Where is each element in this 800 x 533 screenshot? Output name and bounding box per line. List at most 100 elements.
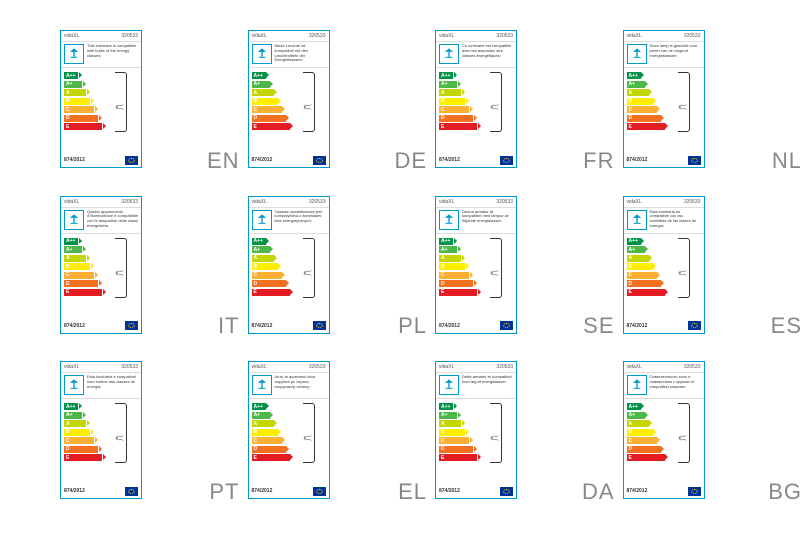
energy-bar-letter: C (254, 438, 258, 444)
energy-class-section: A++ A+ A B C D E (249, 234, 329, 319)
label-footer: 874/2012 (436, 484, 516, 498)
energy-bar-letter: A (441, 90, 445, 96)
energy-label: vidaXL 320533 Denna armatur är kompatibe… (435, 196, 517, 334)
range-bracket (490, 238, 502, 298)
energy-bar-letter: D (66, 281, 70, 287)
label-header: vidaXL 320533 (249, 362, 329, 373)
energy-bar-letter: A (629, 255, 633, 261)
regulation-text: 874/2012 (64, 323, 85, 329)
brand-text: vidaXL (252, 33, 267, 39)
energy-bar-letter: B (441, 429, 445, 435)
energy-bar-letter: D (441, 446, 445, 452)
energy-label: vidaXL 320533 Deze lamp is geschikt voor… (623, 30, 705, 168)
label-footer: 874/2012 (436, 153, 516, 167)
energy-bar-letter: A++ (66, 238, 75, 244)
brand-text: vidaXL (64, 33, 79, 39)
language-code: NL (772, 148, 800, 174)
brand-text: vidaXL (439, 33, 454, 39)
label-cell-pl: vidaXL 320533 Oprawa oświetleniowa jest … (248, 196, 386, 338)
energy-bar-letter: A (66, 90, 70, 96)
eu-flag-icon (688, 321, 701, 330)
energy-bar-letter: D (66, 115, 70, 121)
energy-bar-letter: D (629, 446, 633, 452)
label-description-row: Осветителното тяло е съвместимо с крушки… (624, 373, 704, 399)
energy-label: vidaXL 320533 Ce luminaire est compatibl… (435, 30, 517, 168)
description-text: Esta luminária é compatível com bulbos d… (87, 375, 138, 396)
eu-flag-icon (313, 156, 326, 165)
label-cell-bg: vidaXL 320533 Осветителното тяло е съвме… (623, 361, 761, 503)
language-code: SE (583, 313, 614, 339)
description-text: Осветителното тяло е съвместимо с крушки… (650, 375, 701, 396)
energy-bar-letter: A+ (254, 247, 261, 253)
energy-bar-letter: A (441, 255, 445, 261)
energy-bar-letter: A (254, 90, 258, 96)
brand-text: vidaXL (64, 364, 79, 370)
language-code: EL (398, 479, 427, 505)
language-code: PL (398, 313, 427, 339)
energy-bar-letter: B (629, 264, 633, 270)
range-bracket (115, 403, 127, 463)
energy-bar-letter: E (254, 124, 257, 130)
energy-bar-letter: B (441, 98, 445, 104)
energy-bar-letter: E (254, 455, 257, 461)
regulation-text: 874/2012 (439, 488, 460, 494)
energy-bar-letter: C (441, 438, 445, 444)
energy-bar-letter: A+ (66, 81, 73, 87)
lamp-icon (255, 213, 269, 227)
description-text: Deze lamp is geschikt voor peren van de … (650, 44, 701, 65)
label-header: vidaXL 320533 (624, 362, 704, 373)
energy-bar-letter: A++ (66, 404, 75, 410)
energy-class-section: A++ A+ A B C D E (624, 399, 704, 484)
label-cell-da: vidaXL 320533 Dette armatur er kompatibe… (435, 361, 573, 503)
lamp-icon (67, 47, 81, 61)
energy-bar-letter: C (254, 272, 258, 278)
label-description-row: Questo apparecchio d'illuminazione è com… (61, 208, 141, 234)
energy-bar-letter: B (66, 98, 70, 104)
energy-bar-letter: C (66, 107, 70, 113)
description-text: Questo apparecchio d'illuminazione è com… (87, 210, 138, 231)
label-footer: 874/2012 (436, 319, 516, 333)
product-code: 320533 (121, 33, 138, 39)
lamp-icon (67, 378, 81, 392)
energy-bar-letter: D (441, 115, 445, 121)
eu-flag-icon (500, 321, 513, 330)
regulation-text: 874/2012 (439, 157, 460, 163)
energy-bar-letter: E (441, 289, 444, 295)
energy-bar-letter: B (66, 264, 70, 270)
bulb-pointer-icon (115, 269, 127, 277)
eu-flag-icon (125, 321, 138, 330)
energy-bar-letter: A (254, 255, 258, 261)
lamp-icon (442, 213, 456, 227)
regulation-text: 874/2012 (64, 488, 85, 494)
energy-label: vidaXL 320533 Dette armatur er kompatibe… (435, 361, 517, 499)
label-cell-pt: vidaXL 320533 Esta luminária é compatíve… (60, 361, 198, 503)
energy-label: vidaXL 320533 Diese Leuchte ist kompatib… (248, 30, 330, 168)
energy-class-section: A++ A+ A B C D E (249, 399, 329, 484)
energy-bar-letter: E (66, 124, 69, 130)
energy-bar-letter: A (629, 421, 633, 427)
range-bracket (303, 238, 315, 298)
label-description-row: Esta luminaria es compatible con las bom… (624, 208, 704, 234)
language-code: FR (583, 148, 614, 174)
lamp-icon-box (627, 210, 647, 230)
energy-label: vidaXL 320533 Oprawa oświetleniowa jest … (248, 196, 330, 334)
label-footer: 874/2012 (624, 484, 704, 498)
energy-bar-letter: A+ (629, 81, 636, 87)
label-description-row: Denna armatur är kompatibel med lampor a… (436, 208, 516, 234)
energy-bar-letter: A++ (441, 404, 450, 410)
energy-bar-letter: E (441, 455, 444, 461)
description-text: Diese Leuchte ist kompatibel mit den Leu… (275, 44, 326, 65)
energy-label: vidaXL 320533 Esta luminaria es compatib… (623, 196, 705, 334)
regulation-text: 874/2012 (439, 323, 460, 329)
energy-bar-letter: B (629, 98, 633, 104)
product-code: 320533 (496, 33, 513, 39)
range-bracket (490, 72, 502, 132)
energy-bar-letter: D (254, 115, 258, 121)
label-description-row: Esta luminária é compatível com bulbos d… (61, 373, 141, 399)
eu-flag-icon (313, 321, 326, 330)
energy-bar-letter: C (66, 438, 70, 444)
energy-class-section: A++ A+ A B C D E (624, 68, 704, 153)
label-description-row: Αυτό το φωτιστικό είναι συμβατό με λάμπε… (249, 373, 329, 399)
energy-bar-letter: E (66, 289, 69, 295)
label-header: vidaXL 320533 (249, 197, 329, 208)
